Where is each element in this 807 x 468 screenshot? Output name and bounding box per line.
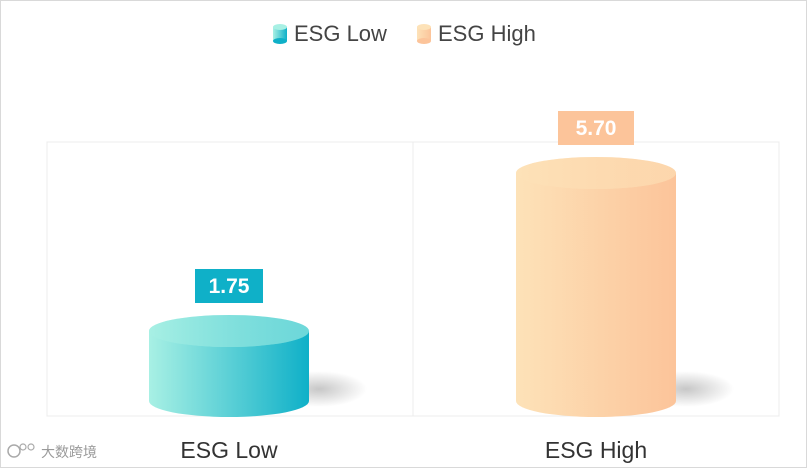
watermark-text: 大数跨境 bbox=[41, 444, 97, 460]
bar-esg-high[interactable]: 5.70 bbox=[516, 111, 734, 417]
value-label-text: 1.75 bbox=[209, 275, 250, 298]
value-label-box bbox=[558, 111, 634, 145]
bars: 1.75 5.70 bbox=[149, 111, 734, 417]
value-label-text: 5.70 bbox=[576, 117, 617, 140]
category-labels: ESG Low ESG High bbox=[180, 437, 647, 463]
watermark: 大数跨境 bbox=[7, 443, 97, 460]
cylinder-body bbox=[149, 331, 309, 417]
legend-label: ESG Low bbox=[294, 21, 387, 46]
watermark-logo-icon bbox=[7, 443, 35, 458]
category-label-esg-high: ESG High bbox=[545, 437, 647, 463]
category-label-esg-low: ESG Low bbox=[180, 437, 278, 463]
value-label: 1.75 bbox=[195, 269, 263, 303]
value-label: 5.70 bbox=[558, 111, 634, 145]
legend-label: ESG High bbox=[438, 21, 536, 46]
legend: ESG Low ESG High bbox=[273, 21, 536, 46]
cylinder-body bbox=[516, 173, 676, 417]
bar-esg-low[interactable]: 1.75 bbox=[149, 269, 367, 417]
legend-cylinder-icon bbox=[417, 24, 431, 44]
legend-cylinder-icon bbox=[273, 24, 287, 44]
legend-item-esg-low[interactable]: ESG Low bbox=[273, 21, 387, 46]
plot-area bbox=[46, 141, 780, 417]
value-label-box bbox=[195, 269, 263, 303]
legend-item-esg-high[interactable]: ESG High bbox=[417, 21, 536, 46]
